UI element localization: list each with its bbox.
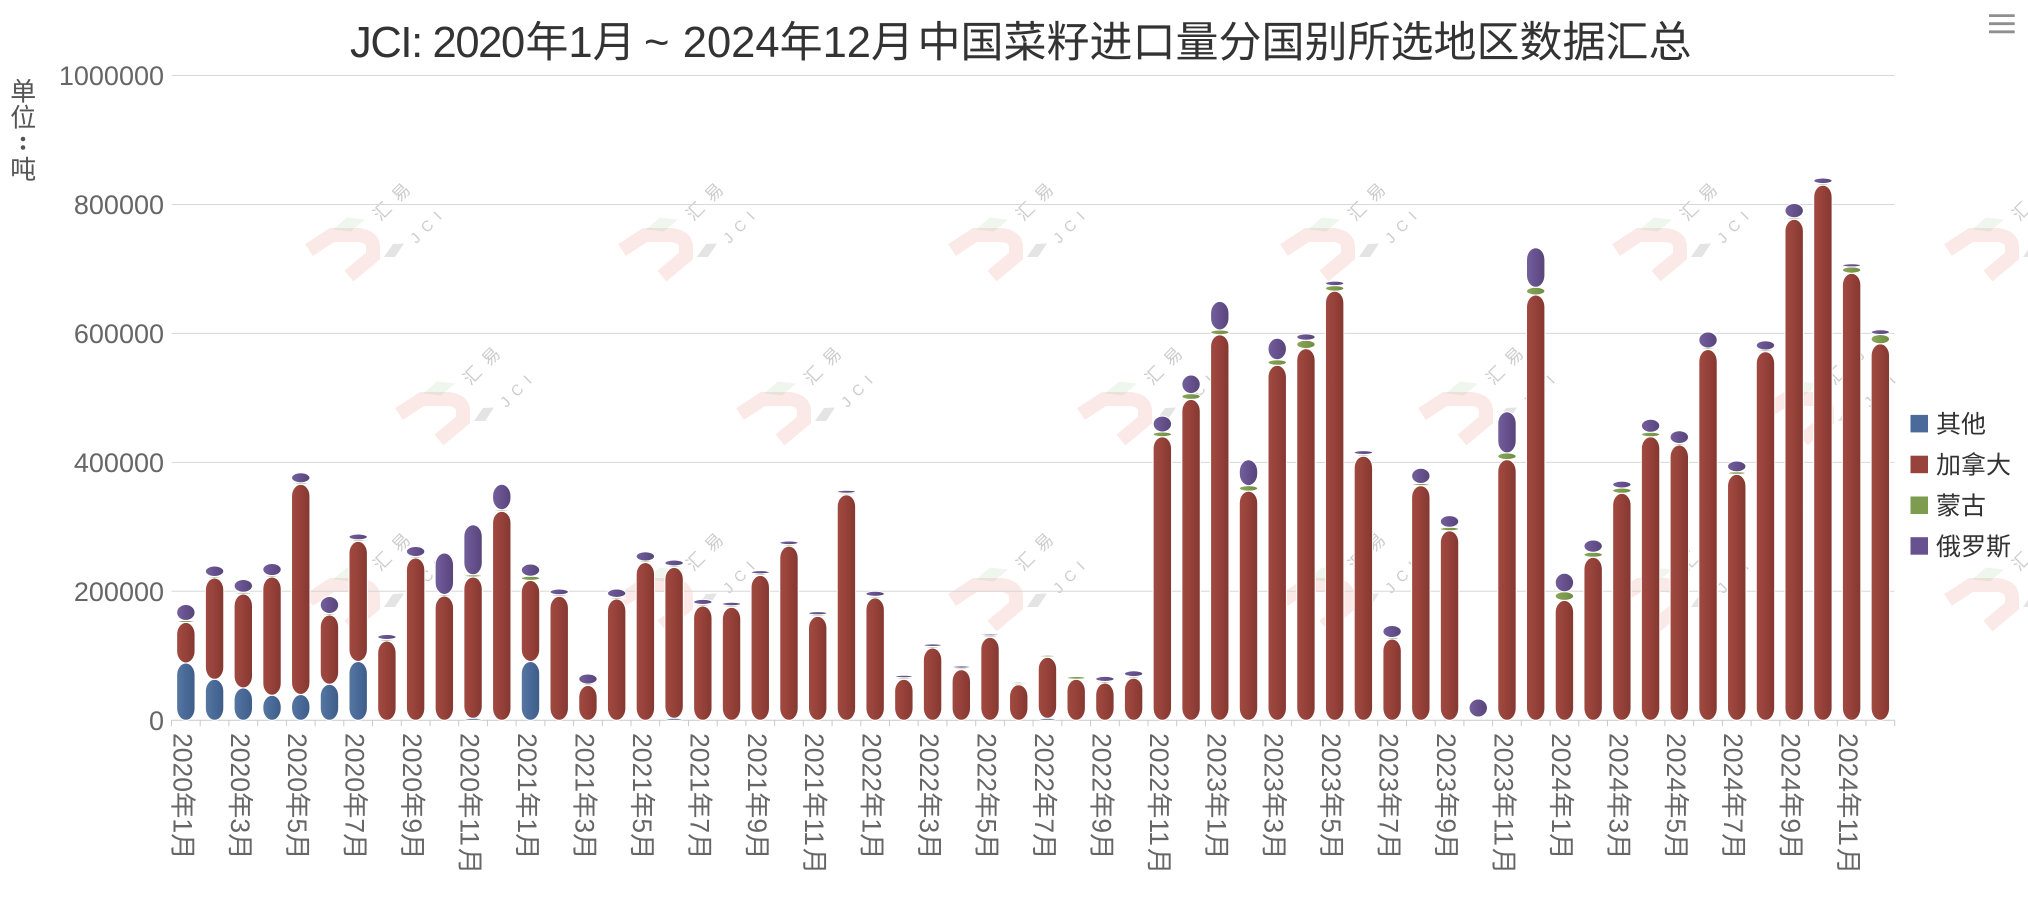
svg-text:2023: 2023 bbox=[1316, 733, 1346, 792]
svg-text:5: 5 bbox=[1661, 818, 1691, 833]
svg-text:7: 7 bbox=[1718, 818, 1748, 833]
svg-text:2020: 2020 bbox=[455, 733, 485, 792]
svg-text:7: 7 bbox=[1029, 818, 1059, 833]
svg-text:2024: 2024 bbox=[1833, 733, 1863, 792]
svg-text:3: 3 bbox=[569, 818, 599, 833]
svg-text:2023: 2023 bbox=[1201, 733, 1231, 792]
svg-text:2022: 2022 bbox=[1029, 733, 1059, 792]
svg-text:12: 12 bbox=[823, 19, 871, 67]
svg-text:2023: 2023 bbox=[1374, 733, 1404, 792]
svg-text:1000000: 1000000 bbox=[59, 61, 164, 91]
svg-text:JCI: 2020: JCI: 2020 bbox=[350, 19, 525, 67]
svg-text:1: 1 bbox=[1201, 818, 1231, 833]
svg-text:2020: 2020 bbox=[282, 733, 312, 792]
svg-text:2021: 2021 bbox=[569, 733, 599, 792]
svg-text:3: 3 bbox=[1603, 818, 1633, 833]
svg-text:800000: 800000 bbox=[74, 190, 164, 220]
svg-text:2020: 2020 bbox=[167, 733, 197, 792]
svg-text:5: 5 bbox=[282, 818, 312, 833]
svg-text:11: 11 bbox=[1144, 818, 1174, 846]
svg-text:7: 7 bbox=[340, 818, 370, 833]
svg-text:2024: 2024 bbox=[1603, 733, 1633, 792]
svg-text:600000: 600000 bbox=[74, 319, 164, 349]
svg-text:0: 0 bbox=[149, 706, 164, 736]
svg-text:2022: 2022 bbox=[972, 733, 1002, 792]
svg-text:2020: 2020 bbox=[340, 733, 370, 792]
svg-text:11: 11 bbox=[1833, 818, 1863, 846]
svg-text:11: 11 bbox=[799, 818, 829, 846]
svg-text:1: 1 bbox=[857, 818, 887, 833]
svg-text:7: 7 bbox=[684, 818, 714, 833]
svg-text:3: 3 bbox=[914, 818, 944, 833]
svg-text:2022: 2022 bbox=[857, 733, 887, 792]
svg-text:11: 11 bbox=[455, 818, 485, 846]
svg-text:1: 1 bbox=[568, 19, 592, 67]
svg-text:2024: 2024 bbox=[1546, 733, 1576, 792]
svg-text:~: ~ bbox=[644, 19, 669, 67]
svg-text:2024: 2024 bbox=[1776, 733, 1806, 792]
svg-text:9: 9 bbox=[1086, 818, 1116, 833]
svg-text:9: 9 bbox=[1776, 818, 1806, 833]
svg-text:9: 9 bbox=[1431, 818, 1461, 833]
svg-text:1: 1 bbox=[1546, 818, 1576, 833]
svg-text:2020: 2020 bbox=[225, 733, 255, 792]
svg-text:2021: 2021 bbox=[799, 733, 829, 792]
svg-text:7: 7 bbox=[1374, 818, 1404, 833]
svg-text:11: 11 bbox=[1489, 818, 1519, 846]
svg-text:2023: 2023 bbox=[1259, 733, 1289, 792]
svg-text:2022: 2022 bbox=[914, 733, 944, 792]
svg-text:3: 3 bbox=[1259, 818, 1289, 833]
svg-text:3: 3 bbox=[225, 818, 255, 833]
svg-text:5: 5 bbox=[972, 818, 1002, 833]
svg-text:5: 5 bbox=[627, 818, 657, 833]
svg-text:2020: 2020 bbox=[397, 733, 427, 792]
svg-text:2023: 2023 bbox=[1431, 733, 1461, 792]
svg-text:1: 1 bbox=[512, 818, 542, 833]
svg-text:2021: 2021 bbox=[512, 733, 542, 792]
svg-text:2022: 2022 bbox=[1144, 733, 1174, 792]
svg-text:2024: 2024 bbox=[683, 19, 780, 67]
svg-text:9: 9 bbox=[397, 818, 427, 833]
svg-text:2024: 2024 bbox=[1718, 733, 1748, 792]
svg-text:2021: 2021 bbox=[742, 733, 772, 792]
svg-text:2022: 2022 bbox=[1086, 733, 1116, 792]
svg-text:5: 5 bbox=[1316, 818, 1346, 833]
svg-text:1: 1 bbox=[167, 818, 197, 833]
svg-text:2024: 2024 bbox=[1661, 733, 1691, 792]
svg-text:2023: 2023 bbox=[1489, 733, 1519, 792]
svg-text:9: 9 bbox=[742, 818, 772, 833]
svg-text:2021: 2021 bbox=[684, 733, 714, 792]
svg-text:2021: 2021 bbox=[627, 733, 657, 792]
svg-text:400000: 400000 bbox=[74, 448, 164, 478]
svg-text:200000: 200000 bbox=[74, 577, 164, 607]
